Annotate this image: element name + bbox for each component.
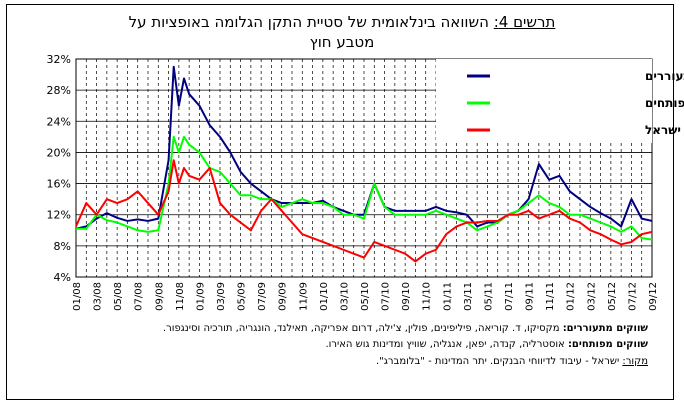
x-axis-ticks: 01/08 03/08 05/08 07/08 09/08 11/08 01/09 03/09… [72, 282, 659, 311]
x-tick-label: 07/11 [504, 282, 515, 311]
x-tick-label: 03/08 [93, 282, 104, 311]
y-tick-label: 24% [47, 115, 71, 128]
x-tick-label: 07/12 [627, 282, 638, 311]
x-tick-label: 01/08 [72, 282, 83, 311]
y-tick-label: 16% [47, 178, 71, 191]
x-tick-label: 03/11 [463, 282, 474, 311]
series-line-2 [75, 159, 653, 263]
y-tick-label: 32% [47, 53, 71, 66]
y-tick-label: 28% [47, 84, 71, 97]
series-line-1 [76, 135, 653, 241]
chart-title-text: השוואה בינלאומית של סטיית התקן הגלומה בא… [128, 13, 489, 31]
y-tick-label: 4% [54, 271, 71, 284]
note-emerging: שווקים מתעוררים: מקסיקו, ד. קוריאה, פילי… [163, 323, 648, 334]
note-developed-label: שווקים מפותחים: [567, 339, 648, 350]
x-tick-label: 05/09 [237, 282, 248, 311]
x-tick-label: 03/10 [339, 282, 350, 311]
x-tick-label: 09/11 [525, 282, 536, 311]
x-tick-label: 05/10 [360, 282, 371, 311]
chart-title-prefix: תרשים 4: [493, 13, 556, 31]
x-tick-label: 11/09 [298, 282, 309, 311]
x-tick-label: 01/09 [195, 282, 206, 311]
legend: ממוצע שווקים מתעוררים ממוצע שווקים מפותחי… [436, 59, 684, 143]
x-tick-label: 03/09 [216, 282, 227, 311]
legend-label-1: ממוצע שווקים מפותחים [645, 96, 684, 110]
y-tick-label: 12% [47, 209, 71, 222]
note-source-text: ישראל - עיבוד לדיווחי הבנקים. יתר המדינו… [376, 356, 620, 367]
note-emerging-text: מקסיקו, ד. קוריאה, פיליפינים, פולין, צ'י… [162, 323, 560, 334]
x-tick-label: 01/12 [566, 282, 577, 311]
x-tick-label: 09/12 [648, 282, 659, 311]
x-tick-label: 09/09 [278, 282, 289, 311]
series-lines [75, 65, 653, 263]
x-tick-label: 07/08 [134, 282, 145, 311]
x-tick-label: 05/08 [113, 282, 124, 311]
x-tick-label: 07/09 [257, 282, 268, 311]
legend-label-0: ממוצע שווקים מתעוררים [645, 69, 684, 83]
note-developed-text: אוסטרליה, קנדה, יפאן, אנגליה, שוויץ ומדי… [325, 339, 565, 350]
x-tick-label: 11/11 [545, 282, 556, 311]
x-tick-label: 05/12 [607, 282, 618, 311]
y-axis-ticks: 4% 8% 12% 16% 20% 24% 28% 32% [47, 53, 71, 284]
x-tick-label: 01/11 [442, 282, 453, 311]
x-tick-label: 09/08 [154, 282, 165, 311]
y-tick-label: 20% [47, 146, 71, 159]
x-tick-label: 03/12 [586, 282, 597, 311]
note-developed: שווקים מפותחים: אוסטרליה, קנדה, יפאן, אנ… [325, 339, 648, 350]
y-tick-label: 8% [54, 240, 71, 253]
legend-label-2: סת"ג ישראל [645, 123, 684, 137]
x-tick-label: 09/10 [401, 282, 412, 311]
note-source: מקור: ישראל - עיבוד לדיווחי הבנקים. יתר … [376, 356, 648, 367]
x-tick-label: 01/10 [319, 282, 330, 311]
chart-title-line1: תרשים 4: השוואה בינלאומית של סטיית התקן … [0, 13, 684, 31]
x-tick-label: 05/11 [483, 282, 494, 311]
note-source-label: מקור: [622, 356, 648, 367]
x-tick-label: 07/10 [381, 282, 392, 311]
x-tick-label: 11/08 [175, 282, 186, 311]
x-tick-label: 11/10 [422, 282, 433, 311]
note-emerging-label: שווקים מתעוררים: [562, 323, 648, 334]
chart-title-line2: מטבע חוץ [309, 33, 375, 51]
